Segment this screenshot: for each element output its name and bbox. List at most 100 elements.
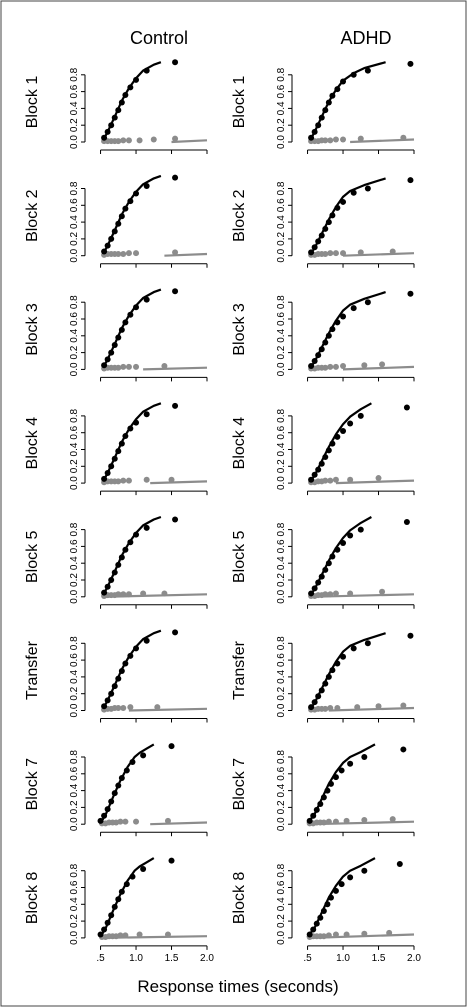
y-tick-label: 0.4 — [276, 442, 287, 456]
correct-data-point — [364, 299, 371, 306]
error-data-point — [322, 251, 329, 258]
correct-data-point — [104, 697, 111, 704]
correct-data-point — [322, 566, 329, 573]
error-data-point — [343, 931, 350, 938]
correct-data-point — [340, 653, 347, 660]
error-data-point — [120, 137, 127, 144]
y-tick-label: 0.6 — [276, 880, 287, 894]
y-tick-label: 0.8 — [69, 522, 80, 536]
correct-data-point — [118, 440, 125, 447]
error-data-point — [327, 477, 334, 484]
correct-data-point — [101, 475, 108, 482]
y-tick-label: 0.8 — [69, 863, 80, 877]
correct-data-point — [122, 319, 129, 326]
y-tick-label: 0.2 — [69, 686, 80, 700]
row-label: Block 4 — [24, 417, 41, 470]
correct-data-point — [104, 242, 111, 249]
error-data-point — [140, 590, 147, 597]
row-label: Block 2 — [231, 189, 248, 242]
correct-data-point — [101, 134, 108, 141]
y-tick-label: 0.0 — [69, 476, 80, 490]
correct-data-point — [118, 668, 125, 675]
y-tick-label: 0.2 — [276, 914, 287, 928]
correct-data-point — [308, 704, 315, 711]
correct-data-point — [143, 182, 150, 189]
row-label: Block 4 — [231, 417, 248, 470]
y-tick-label: 0.2 — [69, 573, 80, 587]
error-data-point — [168, 476, 175, 483]
correct-data-point — [115, 448, 122, 455]
correct-data-point — [115, 220, 122, 227]
correct-data-point — [172, 59, 179, 66]
panel-adhd-block-5: Block 5 0.0 0.2 0.4 0.6 0.8 — [231, 516, 415, 609]
y-tick-label: 0.4 — [276, 670, 287, 684]
correct-data-point — [311, 471, 318, 478]
correct-data-point — [118, 775, 125, 781]
correct-data-point — [347, 760, 354, 767]
correct-data-point — [320, 908, 327, 915]
y-tick-label: 0.8 — [276, 750, 287, 764]
panel-control-block-8: Block 8 0.0 0.2 0.4 0.6 0.8 .5 1.0 1.5 2.0 — [24, 857, 214, 964]
correct-data-point — [111, 683, 118, 690]
error-data-point — [136, 137, 143, 144]
correct-data-point — [325, 219, 332, 226]
y-tick-label: 0.6 — [276, 653, 287, 667]
correct-data-point — [340, 540, 347, 547]
error-data-point — [327, 591, 334, 598]
error-model-line — [342, 365, 415, 371]
correct-data-point — [143, 524, 150, 531]
y-tick-label: 0.8 — [276, 522, 287, 536]
correct-data-point — [322, 680, 329, 687]
error-data-point — [361, 930, 368, 937]
y-tick-label: 0.2 — [276, 800, 287, 814]
correct-data-point — [315, 466, 322, 473]
error-data-point — [133, 818, 140, 825]
correct-data-point — [115, 107, 122, 114]
error-data-point — [386, 929, 393, 936]
correct-data-point — [334, 433, 341, 440]
correct-data-point — [311, 358, 318, 364]
y-tick-label: 0.8 — [69, 67, 80, 81]
correct-data-point — [306, 817, 313, 824]
correct-data-point — [350, 71, 357, 78]
correct-data-point — [104, 470, 111, 477]
correct-data-point — [97, 817, 104, 824]
correct-data-point — [325, 673, 332, 680]
correct-data-point — [108, 122, 115, 129]
error-data-point — [327, 137, 334, 144]
error-data-point — [122, 818, 129, 825]
error-data-point — [125, 363, 132, 370]
correct-data-point — [133, 76, 140, 83]
y-tick-label: 0.2 — [276, 459, 287, 473]
correct-data-point — [108, 577, 115, 583]
correct-data-point — [350, 645, 357, 652]
correct-data-point — [111, 569, 118, 576]
correct-data-point — [315, 238, 322, 245]
row-label: Block 2 — [24, 189, 41, 242]
panel-control-block-3: Block 3 0.0 0.2 0.4 0.6 0.8 — [24, 288, 208, 382]
y-tick-label: 0.8 — [69, 750, 80, 764]
y-tick-label: 0.8 — [276, 295, 287, 309]
error-data-point — [379, 588, 386, 595]
error-data-point — [164, 817, 171, 824]
correct-data-point — [322, 107, 329, 114]
correct-data-point — [127, 539, 134, 546]
error-data-point — [357, 135, 364, 142]
error-model-line — [171, 139, 208, 144]
correct-data-point — [115, 675, 122, 682]
x-tick-label: 1.0 — [336, 953, 350, 964]
correct-data-point — [308, 476, 315, 483]
y-tick-label: 0.2 — [276, 345, 287, 359]
correct-data-point — [133, 190, 140, 197]
correct-data-point — [115, 896, 122, 903]
row-label: Transfer — [24, 640, 41, 700]
error-data-point — [357, 249, 364, 256]
y-tick-label: 0.0 — [276, 703, 287, 717]
correct-data-point — [104, 919, 111, 926]
correct-data-point — [313, 806, 320, 813]
error-data-point — [322, 591, 329, 598]
y-tick-label: 0.2 — [69, 800, 80, 814]
correct-data-point — [143, 637, 150, 644]
error-data-point — [332, 476, 339, 483]
